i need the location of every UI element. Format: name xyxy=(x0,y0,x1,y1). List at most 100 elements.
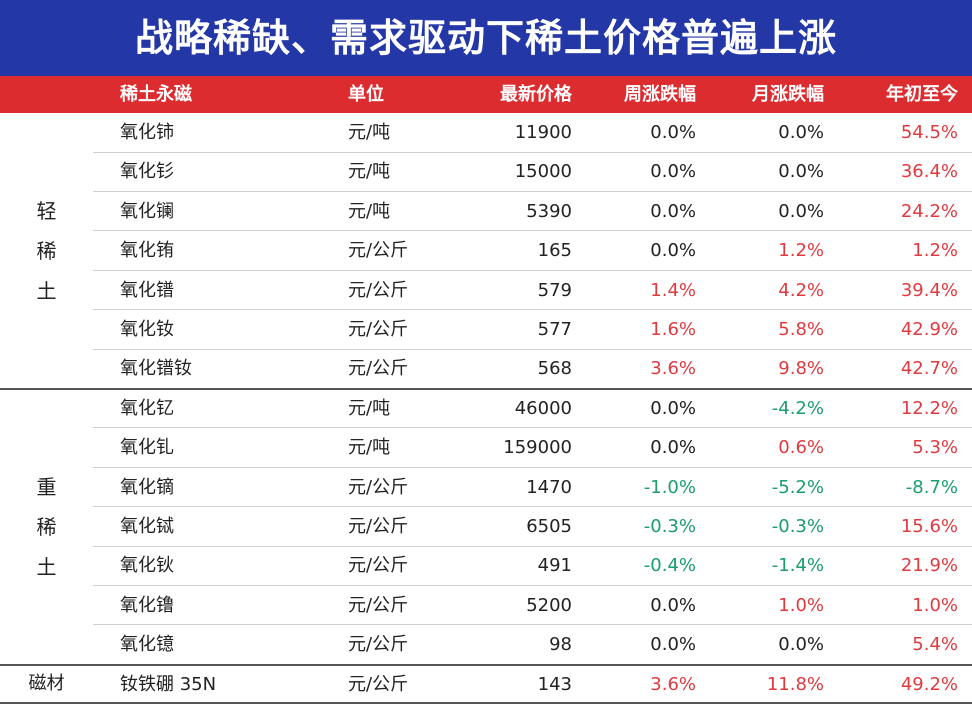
cell-name: 氧化钕 xyxy=(120,319,174,340)
cell-unit: 元/吨 xyxy=(348,437,391,459)
cell-monthly-change: 0.0% xyxy=(778,122,824,143)
cell-monthly-change: -5.2% xyxy=(771,476,824,498)
cell-unit: 元/公斤 xyxy=(348,516,409,537)
cell-price: 6505 xyxy=(526,516,572,537)
cell-monthly-change: 1.2% xyxy=(778,240,824,262)
cell-ytd-change: 12.2% xyxy=(900,397,958,419)
cell-weekly-change: 0.0% xyxy=(650,634,696,656)
cell-weekly-change: 3.6% xyxy=(650,673,696,695)
cell-weekly-change: -1.0% xyxy=(643,476,696,498)
cell-weekly-change: 3.6% xyxy=(650,358,696,380)
cell-monthly-change: 1.0% xyxy=(778,594,824,616)
table-row: 氧化钬 元/公斤 491 -0.4% -1.4% 21.9% xyxy=(0,546,972,586)
cell-price: 165 xyxy=(537,240,572,262)
cell-ytd-change: 15.6% xyxy=(900,516,958,537)
cell-name: 氧化镝 xyxy=(120,476,174,498)
cell-name: 氧化钐 xyxy=(120,161,174,183)
cell-price: 579 xyxy=(537,279,572,301)
group-divider xyxy=(0,663,972,666)
cell-ytd-change: 21.9% xyxy=(900,555,958,577)
cell-monthly-change: -1.4% xyxy=(771,555,824,577)
cell-unit: 元/公斤 xyxy=(348,555,409,577)
table-row: 钕铁硼 35N 元/公斤 143 3.6% 11.8% 49.2% xyxy=(0,665,972,705)
cell-monthly-change: 0.0% xyxy=(778,634,824,656)
row-divider xyxy=(93,466,972,468)
cell-monthly-change: 0.6% xyxy=(778,437,824,459)
cell-monthly-change: 9.8% xyxy=(778,358,824,380)
cell-name: 氧化铽 xyxy=(120,516,174,537)
cell-ytd-change: 24.2% xyxy=(900,200,958,222)
cell-unit: 元/公斤 xyxy=(348,634,409,656)
cell-unit: 元/吨 xyxy=(348,161,391,183)
group-light-rare-earth: 轻稀土 xyxy=(36,198,57,303)
cell-unit: 元/公斤 xyxy=(348,319,409,340)
cell-price: 15000 xyxy=(514,161,572,183)
table-row: 氧化钐 元/吨 15000 0.0% 0.0% 36.4% xyxy=(0,152,972,192)
cell-ytd-change: 42.7% xyxy=(900,358,958,380)
cell-price: 1470 xyxy=(526,476,572,498)
group-divider xyxy=(0,387,972,390)
table-row: 氧化钕 元/公斤 577 1.6% 5.8% 42.9% xyxy=(0,310,972,350)
cell-monthly-change: 11.8% xyxy=(766,673,824,695)
table-row: 氧化镝 元/公斤 1470 -1.0% -5.2% -8.7% xyxy=(0,468,972,508)
cell-name: 氧化铕 xyxy=(120,240,174,262)
cell-price: 491 xyxy=(537,555,572,577)
header-latest-price: 最新价格 xyxy=(500,84,572,105)
cell-unit: 元/公斤 xyxy=(348,476,409,498)
cell-weekly-change: 0.0% xyxy=(650,200,696,222)
table-row: 氧化钆 元/吨 159000 0.0% 0.6% 5.3% xyxy=(0,428,972,468)
cell-unit: 元/吨 xyxy=(348,200,391,222)
cell-monthly-change: 0.0% xyxy=(778,200,824,222)
row-divider xyxy=(93,506,972,508)
cell-unit: 元/公斤 xyxy=(348,673,409,695)
cell-monthly-change: -0.3% xyxy=(771,516,824,537)
table-row: 氧化镱 元/公斤 98 0.0% 0.0% 5.4% xyxy=(0,625,972,665)
cell-name: 氧化钬 xyxy=(120,555,174,577)
cell-monthly-change: 5.8% xyxy=(778,319,824,340)
cell-monthly-change: -4.2% xyxy=(771,397,824,419)
cell-ytd-change: 49.2% xyxy=(900,673,958,695)
cell-name: 氧化镨钕 xyxy=(120,358,192,380)
table-row: 氧化镧 元/吨 5390 0.0% 0.0% 24.2% xyxy=(0,192,972,232)
row-divider xyxy=(93,584,972,586)
row-divider xyxy=(93,190,972,192)
page-title: 战略稀缺、需求驱动下稀土价格普遍上涨 xyxy=(0,0,972,76)
cell-price: 159000 xyxy=(503,437,572,459)
cell-price: 11900 xyxy=(514,122,572,143)
cell-unit: 元/公斤 xyxy=(348,279,409,301)
cell-price: 5390 xyxy=(526,200,572,222)
header-monthly-change: 月涨跌幅 xyxy=(752,84,824,105)
cell-name: 氧化钆 xyxy=(120,437,174,459)
cell-unit: 元/公斤 xyxy=(348,594,409,616)
group-heavy-rare-earth: 重稀土 xyxy=(36,474,57,579)
cell-ytd-change: 42.9% xyxy=(900,319,958,340)
cell-ytd-change: 36.4% xyxy=(900,161,958,183)
cell-weekly-change: 0.0% xyxy=(650,594,696,616)
header-unit: 单位 xyxy=(348,84,384,105)
cell-unit: 元/吨 xyxy=(348,397,391,419)
cell-unit: 元/吨 xyxy=(348,122,391,143)
cell-unit: 元/公斤 xyxy=(348,240,409,262)
table-header: 稀土永磁 单位 最新价格 周涨跌幅 月涨跌幅 年初至今 xyxy=(0,76,972,113)
table-row: 氧化镨 元/公斤 579 1.4% 4.2% 39.4% xyxy=(0,271,972,311)
row-divider xyxy=(93,269,972,271)
cell-unit: 元/公斤 xyxy=(348,358,409,380)
cell-ytd-change: 5.4% xyxy=(912,634,958,656)
cell-name: 氧化铈 xyxy=(120,122,174,143)
table-row: 氧化铽 元/公斤 6505 -0.3% -0.3% 15.6% xyxy=(0,507,972,547)
cell-price: 568 xyxy=(537,358,572,380)
row-divider xyxy=(93,348,972,350)
cell-price: 46000 xyxy=(514,397,572,419)
cell-weekly-change: 0.0% xyxy=(650,437,696,459)
cell-price: 98 xyxy=(549,634,572,656)
row-divider xyxy=(93,151,972,153)
table-row: 氧化镥 元/公斤 5200 0.0% 1.0% 1.0% xyxy=(0,586,972,626)
table-bottom-border xyxy=(0,702,972,704)
row-divider xyxy=(93,309,972,311)
table-row: 氧化镨钕 元/公斤 568 3.6% 9.8% 42.7% xyxy=(0,349,972,389)
cell-weekly-change: 0.0% xyxy=(650,397,696,419)
table-row: 氧化钇 元/吨 46000 0.0% -4.2% 12.2% xyxy=(0,389,972,429)
table-row: 氧化铈 元/吨 11900 0.0% 0.0% 54.5% xyxy=(0,113,972,153)
cell-price: 143 xyxy=(537,673,572,695)
group-magnet: 磁材 xyxy=(28,673,65,695)
